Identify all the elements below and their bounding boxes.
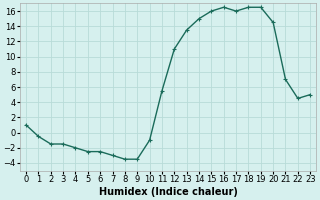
X-axis label: Humidex (Indice chaleur): Humidex (Indice chaleur) [99,187,237,197]
